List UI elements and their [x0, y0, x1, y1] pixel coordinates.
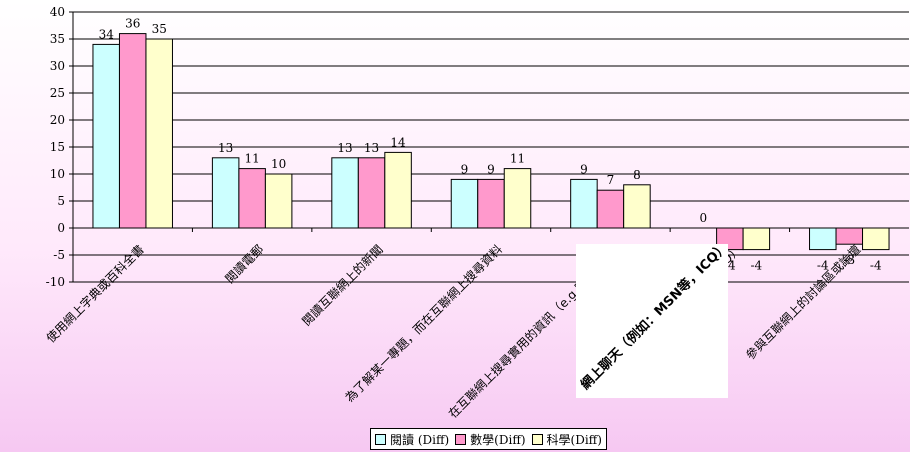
legend-swatch-math — [455, 433, 467, 445]
gridlines — [72, 11, 909, 283]
bar — [809, 227, 837, 251]
bars — [92, 33, 890, 251]
legend-label-math: 數學(Diff) — [470, 432, 526, 447]
bar — [92, 43, 120, 229]
bar — [623, 184, 651, 229]
bar — [503, 168, 532, 229]
data-label: 9 — [487, 162, 495, 176]
bar — [238, 168, 266, 229]
category-labels: 使用網上字典或百科全書 閱讀電郵 閱讀互聯網上的新聞為了解某一專題，而在互聯網上搜尋… — [43, 242, 864, 421]
y-tick-label: -10 — [46, 275, 65, 289]
data-label: -4 — [870, 259, 882, 273]
y-tick-label: 20 — [50, 113, 65, 127]
data-label: 13 — [337, 141, 352, 155]
legend-label-science: 科學(Diff) — [546, 432, 602, 447]
overlay-rect — [576, 244, 728, 398]
y-tick-label: 25 — [50, 86, 65, 100]
bar — [570, 178, 598, 229]
data-label: 13 — [218, 141, 233, 155]
legend-item-math: 數學(Diff) — [455, 431, 526, 448]
bar — [835, 227, 864, 245]
data-label: 7 — [607, 173, 615, 187]
bar — [145, 38, 173, 229]
bar — [862, 227, 890, 251]
bar — [477, 178, 505, 229]
y-tick-label: -5 — [53, 248, 65, 262]
legend-label-reading: 閱讀 (Diff) — [390, 432, 450, 447]
legend-swatch-science — [531, 433, 543, 445]
category-label: 閱讀電郵 — [222, 242, 266, 286]
data-label: 36 — [125, 17, 140, 31]
y-tick-label: 0 — [57, 221, 65, 235]
legend: 閱讀 (Diff) 數學(Diff) 科學(Diff) — [370, 428, 607, 450]
bar — [211, 157, 240, 229]
bar — [384, 151, 412, 229]
legend-item-science: 科學(Diff) — [531, 431, 602, 448]
data-label: 11 — [510, 152, 525, 166]
bar — [264, 173, 293, 229]
data-label: 0 — [700, 211, 708, 225]
y-axis-ticks: 40 35 30 25 20 15 10 5 0 -5 -10 — [46, 5, 73, 289]
data-label: 10 — [271, 157, 286, 171]
data-label: -4 — [817, 259, 829, 273]
data-label: 8 — [633, 168, 641, 182]
y-tick-label: 40 — [50, 5, 65, 19]
data-label: 11 — [245, 152, 260, 166]
y-tick-label: 5 — [57, 194, 65, 208]
legend-swatch-reading — [375, 433, 386, 445]
data-label: 9 — [580, 162, 588, 176]
bar — [742, 227, 771, 251]
data-label: -4 — [751, 259, 763, 273]
data-label: 13 — [364, 141, 379, 155]
y-tick-label: 15 — [50, 140, 65, 154]
data-label: 34 — [99, 27, 115, 41]
y-tick-label: 10 — [50, 167, 65, 181]
bar — [118, 33, 147, 229]
white-overlay-patch: 網上聊天（例如：MSN等，ICQ） — [576, 239, 731, 398]
bar — [596, 189, 625, 229]
y-tick-label: 35 — [50, 32, 65, 46]
data-label: 35 — [152, 22, 167, 36]
bar — [331, 157, 359, 229]
bar — [357, 157, 386, 229]
data-label: 9 — [461, 162, 469, 176]
bar — [450, 178, 479, 229]
data-label: -3 — [843, 253, 855, 267]
data-label: 14 — [390, 135, 406, 149]
y-tick-label: 30 — [50, 59, 65, 73]
legend-item-reading: 閱讀 (Diff) — [375, 431, 449, 448]
